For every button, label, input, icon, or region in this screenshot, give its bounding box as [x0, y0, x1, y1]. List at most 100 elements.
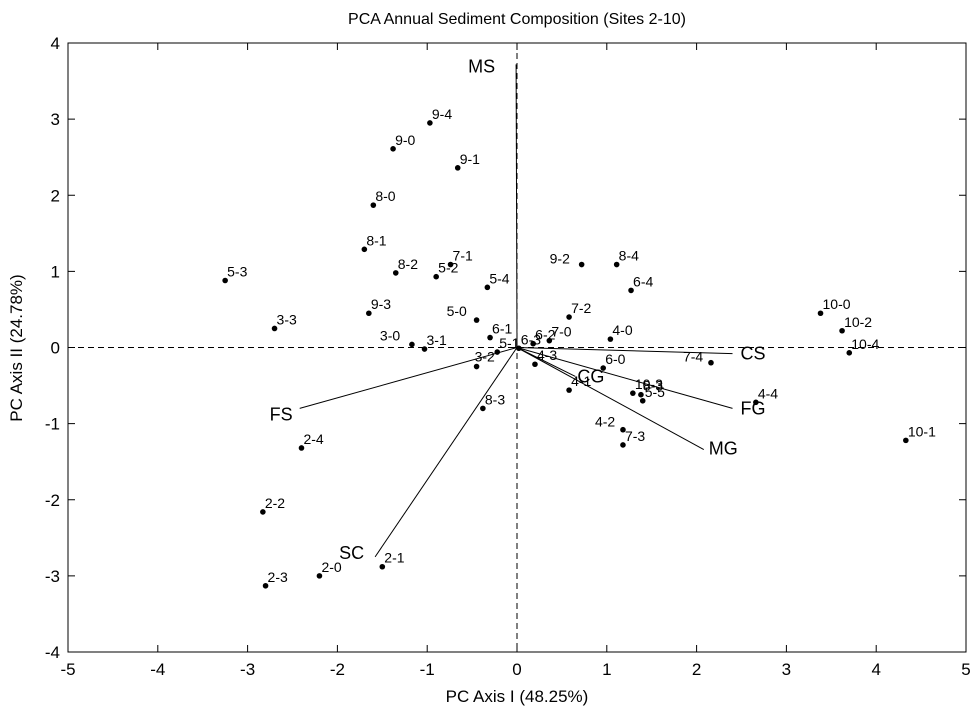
data-point-label: 5-5	[645, 384, 665, 400]
data-point-label: 9-3	[371, 296, 391, 312]
x-tick-label: -5	[60, 660, 75, 679]
vector-label: FG	[741, 398, 766, 418]
data-point	[409, 341, 415, 348]
data-point	[494, 349, 501, 355]
data-point-label: 2-2	[265, 495, 285, 511]
x-tick-label: -3	[240, 660, 255, 679]
y-tick-label: -2	[45, 491, 60, 510]
vector-label: FS	[270, 404, 293, 424]
data-point-label: 3-3	[277, 311, 297, 327]
data-point-label: 2-4	[303, 431, 323, 447]
data-point-label: 4-4	[758, 385, 778, 401]
data-point	[379, 563, 386, 570]
vector-label: MG	[709, 439, 738, 459]
x-tick-label: 1	[602, 660, 611, 679]
data-point-label: 5-2	[438, 260, 458, 276]
data-point-label: 6-0	[605, 351, 625, 367]
vector-label: MS	[468, 56, 495, 76]
data-point	[630, 390, 636, 396]
data-point	[620, 442, 626, 448]
data-point-label: 10-3	[635, 376, 663, 392]
data-point-label: 8-2	[398, 256, 418, 272]
data-point-label: 8-4	[619, 248, 639, 264]
data-point-label: 6-4	[633, 273, 653, 289]
vector-label: SC	[339, 543, 364, 563]
y-tick-label: -4	[45, 643, 60, 662]
data-point-label: 8-3	[485, 391, 505, 407]
y-tick-label: 1	[51, 262, 60, 281]
data-point	[473, 317, 480, 323]
data-point-label: 8-3	[643, 378, 663, 394]
data-point	[903, 437, 909, 444]
data-point-label: 9-4	[432, 106, 452, 122]
data-point-label: 4-2	[595, 414, 615, 430]
y-axis-label: PC Axis II (24.78%)	[7, 274, 26, 421]
y-tick-label: -1	[45, 415, 60, 434]
data-point-label: 7-0	[551, 324, 571, 340]
y-tick-label: 4	[51, 34, 60, 53]
data-point	[613, 261, 620, 268]
y-tick-label: 3	[51, 110, 60, 129]
data-point	[620, 426, 626, 433]
data-point	[708, 359, 714, 366]
x-tick-label: -4	[150, 660, 165, 679]
x-tick-label: 5	[961, 660, 970, 679]
data-point-label: 9-0	[395, 132, 415, 148]
data-point-label: 9-2	[550, 251, 570, 267]
data-point-label: 3-0	[380, 327, 400, 343]
data-point	[298, 445, 305, 451]
data-point	[607, 336, 614, 342]
data-point	[262, 582, 269, 589]
x-tick-label: 0	[512, 660, 521, 679]
data-point-label: 3-2	[475, 349, 495, 365]
data-point-label: 9-1	[460, 151, 480, 167]
data-point-label: 7-2	[571, 300, 591, 316]
data-point-label: 5-3	[227, 264, 247, 280]
data-point	[515, 345, 522, 352]
data-point-label: 2-1	[384, 550, 404, 566]
data-point-label: 8-1	[366, 232, 386, 248]
chart-title: PCA Annual Sediment Composition (Sites 2…	[348, 11, 686, 28]
data-point	[427, 120, 433, 126]
x-tick-label: -1	[420, 660, 435, 679]
data-point	[817, 310, 824, 317]
data-point	[421, 346, 428, 352]
data-point	[484, 284, 491, 291]
data-point-label: 5-4	[489, 270, 509, 286]
data-point	[473, 363, 480, 370]
data-point	[546, 337, 553, 344]
data-point	[600, 365, 607, 371]
x-tick-label: 4	[871, 660, 880, 679]
data-point	[639, 397, 646, 404]
data-point	[578, 261, 585, 268]
data-point	[271, 325, 278, 332]
data-point	[361, 246, 368, 253]
data-point	[480, 405, 486, 412]
data-point-label: 7-4	[683, 349, 703, 365]
data-point-label: 4-3	[537, 347, 557, 363]
data-point-label: 2-0	[321, 559, 341, 575]
data-point-label: 5-0	[447, 303, 467, 319]
y-tick-label: 0	[51, 339, 60, 358]
vector-line	[374, 347, 518, 558]
vector-line	[299, 347, 518, 409]
data-point-label: 10-4	[851, 336, 879, 352]
data-point	[366, 310, 372, 317]
data-point	[390, 146, 396, 152]
data-point	[370, 202, 377, 208]
data-point	[566, 387, 572, 393]
vector-line	[516, 347, 705, 450]
data-point-label: 5-1	[499, 335, 519, 351]
x-axis-label: PC Axis I (48.25%)	[446, 687, 589, 706]
data-point	[260, 509, 266, 515]
data-point	[454, 165, 461, 171]
data-point-label: 6-3	[521, 331, 541, 347]
data-point-label: 6-1	[492, 321, 512, 337]
data-point-label: 3-1	[427, 332, 447, 348]
data-point-label: 4-1	[571, 373, 591, 389]
x-tick-label: 3	[782, 660, 791, 679]
vector-line	[516, 347, 733, 409]
data-point	[846, 350, 853, 356]
x-tick-label: -2	[330, 660, 345, 679]
